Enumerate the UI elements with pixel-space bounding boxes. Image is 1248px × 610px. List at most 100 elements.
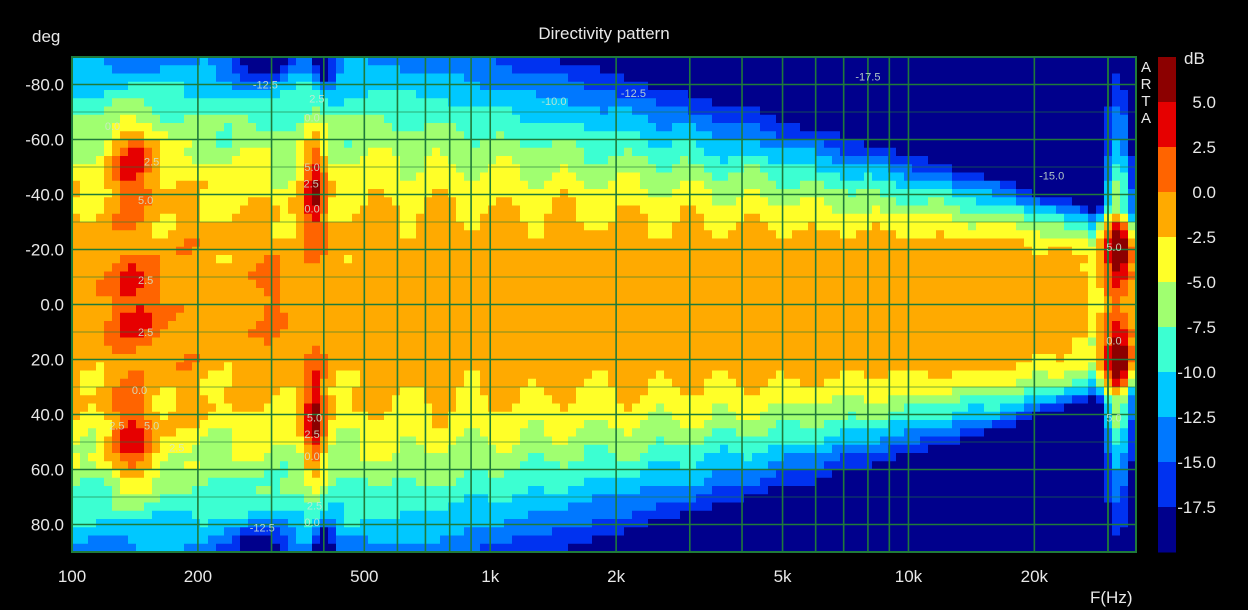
heat-cell bbox=[688, 469, 697, 479]
heat-cell bbox=[152, 156, 161, 165]
heat-cell bbox=[680, 131, 689, 141]
heat-cell bbox=[312, 378, 321, 388]
heat-cell bbox=[472, 189, 481, 198]
heat-cell bbox=[504, 535, 513, 545]
heat-cell bbox=[216, 90, 225, 99]
heat-cell bbox=[720, 469, 729, 479]
heat-cell bbox=[488, 172, 497, 182]
heat-cell bbox=[536, 238, 545, 248]
heat-cell bbox=[488, 494, 497, 504]
heat-cell bbox=[128, 494, 137, 504]
heat-cell bbox=[136, 428, 145, 438]
heat-cell bbox=[144, 469, 153, 479]
heat-cell bbox=[280, 139, 289, 149]
heat-cell bbox=[192, 436, 201, 446]
heat-cell bbox=[152, 362, 161, 372]
heat-cell bbox=[720, 345, 729, 355]
heat-cell bbox=[400, 114, 409, 124]
heat-cell bbox=[224, 147, 233, 157]
heat-cell bbox=[496, 246, 505, 256]
heat-cell bbox=[72, 57, 81, 66]
heat-cell bbox=[128, 378, 137, 388]
heat-cell bbox=[280, 131, 289, 141]
heat-cell bbox=[248, 139, 257, 149]
heat-cell bbox=[608, 321, 617, 330]
heat-cell bbox=[232, 131, 241, 141]
heat-cell bbox=[312, 510, 321, 520]
heat-cell bbox=[584, 535, 593, 545]
heat-cell bbox=[328, 279, 337, 289]
heat-cell bbox=[136, 312, 145, 322]
heat-cell bbox=[184, 395, 193, 405]
heat-cell bbox=[688, 395, 697, 405]
heat-cell bbox=[288, 230, 297, 240]
heat-cell bbox=[704, 73, 713, 83]
heat-cell bbox=[512, 98, 521, 108]
heat-cell bbox=[376, 527, 385, 537]
heat-cell bbox=[184, 73, 193, 83]
heat-cell bbox=[400, 411, 409, 421]
heat-cell bbox=[416, 494, 425, 504]
heat-cell bbox=[392, 535, 401, 545]
heat-cell bbox=[192, 230, 201, 240]
heat-cell bbox=[600, 494, 609, 504]
heat-cell bbox=[104, 486, 113, 495]
heat-cell bbox=[200, 469, 209, 479]
heat-cell bbox=[176, 230, 185, 240]
heat-cell bbox=[288, 139, 297, 149]
heat-cell bbox=[536, 230, 545, 240]
heat-cell bbox=[696, 436, 705, 446]
heat-cell bbox=[536, 362, 545, 372]
heat-cell bbox=[336, 230, 345, 240]
heat-cell bbox=[616, 213, 625, 223]
heat-cell bbox=[496, 180, 505, 190]
heat-cell bbox=[328, 164, 337, 174]
heat-cell bbox=[560, 246, 569, 256]
heat-cell bbox=[688, 180, 697, 190]
heat-cell bbox=[608, 57, 617, 66]
heat-cell bbox=[680, 213, 689, 223]
heat-cell bbox=[136, 90, 145, 99]
heat-cell bbox=[720, 354, 729, 363]
heat-cell bbox=[376, 139, 385, 149]
heat-cell bbox=[184, 444, 193, 454]
heat-cell bbox=[168, 222, 177, 231]
heat-cell bbox=[440, 131, 449, 141]
heat-cell bbox=[264, 197, 273, 207]
heat-cell bbox=[480, 279, 489, 289]
heat-cell bbox=[192, 395, 201, 405]
heat-cell bbox=[640, 73, 649, 83]
heat-cell bbox=[392, 81, 401, 91]
heat-cell bbox=[296, 131, 305, 141]
heat-cell bbox=[576, 486, 585, 495]
heat-cell bbox=[560, 395, 569, 405]
heat-cell bbox=[616, 362, 625, 372]
heat-cell bbox=[288, 271, 297, 281]
heat-cell bbox=[568, 477, 577, 487]
heat-cell bbox=[512, 238, 521, 248]
heat-cell bbox=[280, 510, 289, 520]
heat-cell bbox=[408, 477, 417, 487]
heat-cell bbox=[600, 98, 609, 108]
heat-cell bbox=[528, 263, 537, 273]
heat-cell bbox=[480, 246, 489, 256]
heat-cell bbox=[216, 453, 225, 462]
heat-cell bbox=[184, 263, 193, 273]
heat-cell bbox=[488, 222, 497, 231]
heat-cell bbox=[432, 510, 441, 520]
heat-cell bbox=[296, 255, 305, 264]
heat-cell bbox=[344, 337, 353, 347]
heat-cell bbox=[112, 147, 121, 157]
heat-cell bbox=[208, 519, 217, 528]
heat-cell bbox=[128, 444, 137, 454]
heat-cell bbox=[216, 114, 225, 124]
heat-cell bbox=[312, 172, 321, 182]
heat-cell bbox=[608, 114, 617, 124]
heat-cell bbox=[456, 370, 465, 380]
heat-cell bbox=[264, 477, 273, 487]
heat-cell bbox=[400, 387, 409, 396]
heat-cell bbox=[232, 147, 241, 157]
heat-cell bbox=[80, 453, 89, 462]
heat-cell bbox=[688, 543, 697, 553]
heat-cell bbox=[232, 114, 241, 124]
